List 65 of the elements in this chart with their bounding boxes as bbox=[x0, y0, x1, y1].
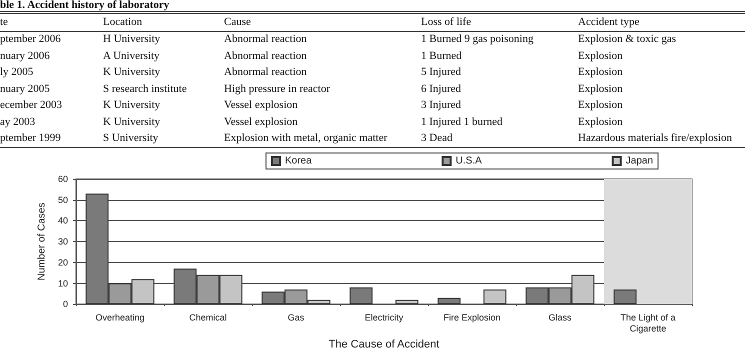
bar bbox=[438, 298, 461, 304]
text: 3 Dead bbox=[421, 130, 578, 148]
text: H University bbox=[103, 32, 162, 48]
bar bbox=[614, 290, 637, 304]
text: Vessel explosion bbox=[224, 98, 299, 114]
text: 3 Injured bbox=[421, 98, 462, 114]
y-tick-label: 20 bbox=[58, 257, 68, 268]
text: ly 2005 bbox=[0, 65, 34, 80]
bar bbox=[350, 287, 373, 304]
y-tick-label: 30 bbox=[58, 236, 68, 247]
text: Abnormal reaction bbox=[224, 32, 308, 48]
text: te bbox=[0, 14, 103, 31]
text: 5 Injured bbox=[421, 65, 462, 80]
text: Hazardous materials fire/explosion bbox=[578, 130, 745, 148]
text: S University bbox=[103, 130, 224, 148]
y-tick-label: 0 bbox=[62, 299, 68, 310]
y-axis-title: Number of Cases bbox=[36, 202, 48, 280]
text: ecember 2003 bbox=[0, 98, 63, 114]
x-tick-label: Electricity bbox=[364, 312, 404, 323]
x-axis-title: The Cause of Accident bbox=[328, 338, 440, 350]
x-tick-label: Overheating bbox=[95, 312, 145, 323]
text: Explosion bbox=[578, 48, 624, 64]
text: ptember 1999 bbox=[0, 130, 103, 148]
legend-label: Korea bbox=[285, 156, 312, 166]
bar bbox=[483, 290, 506, 304]
text: 6 Injured bbox=[421, 82, 462, 97]
text: 1 Injured 1 burned bbox=[421, 114, 504, 130]
x-tick-label: Chemical bbox=[189, 312, 227, 323]
text: nuary 2006 bbox=[0, 48, 51, 64]
text: High pressure in reactor bbox=[224, 82, 331, 97]
x-tick-label: Gas bbox=[288, 312, 305, 323]
text: Explosion bbox=[578, 98, 624, 114]
text: Vessel explosion bbox=[224, 114, 299, 130]
text: Loss of life bbox=[421, 14, 578, 31]
text: K University bbox=[103, 114, 162, 130]
y-tick-label: 10 bbox=[58, 278, 68, 288]
text: Explosion bbox=[578, 114, 624, 130]
text: K University bbox=[103, 65, 162, 80]
text: Abnormal reaction bbox=[224, 65, 308, 80]
text: Explosion bbox=[578, 65, 624, 80]
text: Explosion bbox=[578, 82, 624, 97]
text: ptember 2006 bbox=[0, 32, 62, 48]
legend-label: U.S.A bbox=[456, 156, 482, 166]
text: A University bbox=[103, 48, 161, 64]
y-tick-label: 50 bbox=[58, 194, 68, 205]
x-tick-label: Fire Explosion bbox=[443, 312, 501, 323]
text: Explosion & toxic gas bbox=[578, 32, 678, 48]
text: K University bbox=[103, 98, 162, 114]
text: Accident type bbox=[578, 14, 745, 31]
text: Abnormal reaction bbox=[224, 48, 308, 64]
text: 1 Burned bbox=[421, 48, 463, 64]
bar bbox=[395, 300, 418, 304]
text: S research institute bbox=[103, 82, 188, 97]
text: 1 Burned 9 gas poisoning bbox=[421, 32, 534, 48]
text: ay 2003 bbox=[0, 114, 36, 130]
text: nuary 2005 bbox=[0, 82, 51, 97]
y-tick-label: 40 bbox=[58, 216, 68, 226]
text: Explosion with metal, organic matter bbox=[224, 130, 421, 148]
text: ble 1. Accident history of laboratory bbox=[0, 0, 745, 14]
y-tick-label: 60 bbox=[58, 174, 68, 184]
text: Cause bbox=[224, 14, 421, 31]
x-tick-label: The Light of a Cigarette bbox=[620, 312, 676, 334]
legend-label: Japan bbox=[626, 156, 654, 166]
text: Location bbox=[103, 14, 224, 31]
x-tick-label: Glass bbox=[548, 312, 572, 323]
